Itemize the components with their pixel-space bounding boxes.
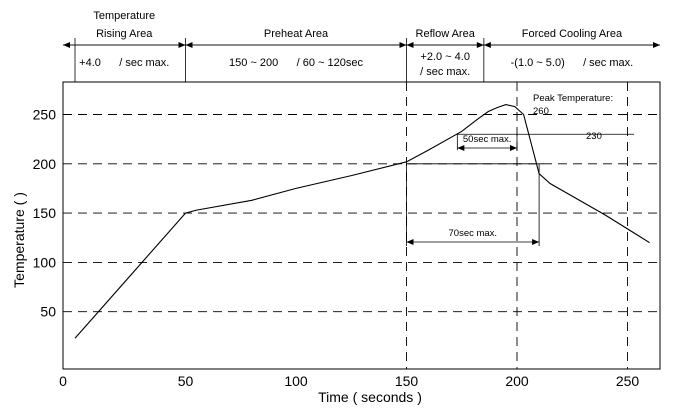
x-tick-label-50: 50 xyxy=(178,373,194,389)
grid-lines xyxy=(63,82,660,369)
peak-label: 260 xyxy=(533,106,549,117)
zone-arrow-0 xyxy=(63,42,186,48)
dur-70-label: 70sec max. xyxy=(449,228,498,239)
zone-arrow-1 xyxy=(185,42,407,48)
zone-name-3: Forced Cooling Area xyxy=(522,28,623,40)
x-tick-label-250: 250 xyxy=(616,373,640,389)
zone-rate-2: +2.0 ~ 4.0 xyxy=(420,51,470,63)
zone-rate-2: / sec max. xyxy=(420,66,470,78)
level-230-label: 230 xyxy=(586,131,602,142)
zone-rate-3: -(1.0 ~ 5.0) / sec max. xyxy=(511,57,634,69)
y-tick-label-200: 200 xyxy=(33,156,57,172)
zone-rate-1: 150 ~ 200 / 60 ~ 120sec xyxy=(229,57,363,69)
dur-50-label: 50sec max. xyxy=(463,134,512,145)
dur-50-arrow xyxy=(457,145,517,151)
zone-name-1: Preheat Area xyxy=(264,28,329,40)
y-tick-label-50: 50 xyxy=(40,304,56,320)
y-axis-label: Temperature ( ) xyxy=(11,192,27,288)
plot-frame xyxy=(62,81,661,370)
tick-labels: 50 100 150 200 250 0 50 100 150 200 250 xyxy=(33,107,640,390)
annotations: 50sec max. 70sec max. Peak Temperature: 260… xyxy=(406,93,634,246)
zone-rate-0: +4.0 / sec max. xyxy=(79,57,169,69)
zone-arrow-2 xyxy=(406,42,484,48)
y-tick-label-150: 150 xyxy=(33,205,57,221)
zone-arrow-3 xyxy=(483,42,660,48)
peak-label: Peak Temperature: xyxy=(533,93,613,104)
zone-name-0: Temperature xyxy=(93,10,155,22)
x-tick-label-0: 0 xyxy=(59,373,67,389)
x-tick-label-150: 150 xyxy=(395,373,419,389)
y-tick-label-100: 100 xyxy=(33,254,57,270)
x-tick-label-100: 100 xyxy=(284,373,308,389)
series-line-temperature xyxy=(74,104,650,339)
x-axis-label: Time ( seconds ) xyxy=(318,389,422,405)
y-tick-label-250: 250 xyxy=(33,107,57,123)
dur-70-arrow xyxy=(406,239,540,245)
x-tick-label-200: 200 xyxy=(505,373,529,389)
zone-name-0: Rising Area xyxy=(96,28,153,40)
zone-name-2: Reflow Area xyxy=(416,28,476,40)
zone-header: Temperature Rising Area +4.0 / sec max. Pre… xyxy=(63,10,660,83)
